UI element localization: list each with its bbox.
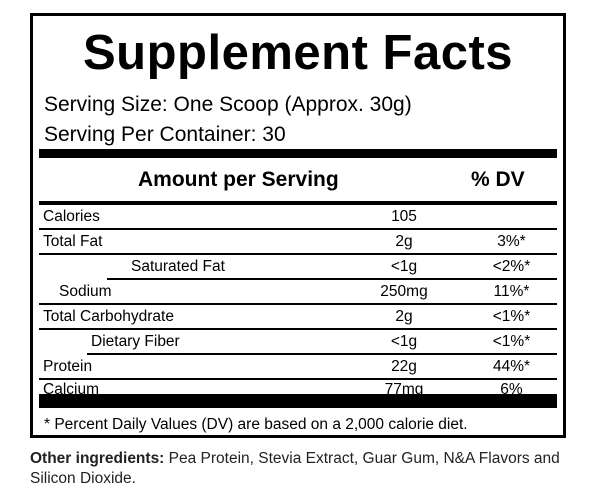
nutrient-amount: 22g <box>391 358 417 375</box>
row-divider <box>39 303 557 305</box>
nutrient-amount: 250mg <box>380 283 428 300</box>
amount-header: Amount per Serving <box>138 168 339 191</box>
nutrient-dv: 3%* <box>497 233 526 250</box>
other-ingredients: Other ingredients: Pea Protein, Stevia E… <box>30 449 570 489</box>
row-divider <box>87 353 557 355</box>
nutrient-amount: 105 <box>391 208 417 225</box>
other-ingredients-text: Pea Protein, Stevia Extract, Guar Gum, N… <box>30 450 560 487</box>
row-divider <box>39 228 557 230</box>
row-saturated-fat: Saturated Fat <1g <2%* <box>107 255 557 280</box>
daily-value-footnote: * Percent Daily Values (DV) are based on… <box>44 416 468 433</box>
row-sodium: Sodium 250mg 11%* <box>39 280 557 305</box>
nutrient-dv: <1%* <box>492 333 531 350</box>
nutrient-name: Dietary Fiber <box>91 333 180 350</box>
dv-header: % DV <box>471 168 525 191</box>
nutrient-name: Calcium <box>43 381 99 398</box>
serving-size: Serving Size: One Scoop (Approx. 30g) <box>44 93 412 116</box>
row-calcium: Calcium 77mg 6% <box>39 378 557 402</box>
nutrient-dv: <1%* <box>492 308 531 325</box>
nutrient-name: Protein <box>43 358 93 375</box>
row-divider <box>39 328 557 330</box>
column-header: Amount per Serving % DV <box>33 161 563 199</box>
header-divider <box>39 201 557 205</box>
nutrient-amount: 2g <box>395 308 413 325</box>
servings-per-container: Serving Per Container: 30 <box>44 123 286 146</box>
nutrient-dv: 44%* <box>492 358 531 375</box>
nutrient-name: Calories <box>43 208 100 225</box>
nutrient-amount: <1g <box>390 258 418 275</box>
bottom-divider-bar <box>39 394 557 408</box>
nutrient-amount: 2g <box>395 233 413 250</box>
row-total-carbohydrate: Total Carbohydrate 2g <1%* <box>39 305 557 330</box>
nutrient-dv: 6% <box>500 381 523 398</box>
top-divider-bar <box>39 149 557 158</box>
supplement-facts-panel: Supplement Facts Serving Size: One Scoop… <box>30 13 566 438</box>
row-divider <box>39 253 557 255</box>
nutrient-dv: 11%* <box>493 283 530 300</box>
nutrient-amount: <1g <box>390 333 418 350</box>
panel-title: Supplement Facts <box>82 26 514 80</box>
nutrient-name: Total Carbohydrate <box>43 308 174 325</box>
row-dietary-fiber: Dietary Fiber <1g <1%* <box>87 330 557 355</box>
nutrient-dv: <2%* <box>492 258 531 275</box>
row-total-fat: Total Fat 2g 3%* <box>39 230 557 255</box>
row-protein: Protein 22g 44%* <box>39 355 557 380</box>
row-divider <box>39 378 557 380</box>
nutrient-name: Saturated Fat <box>131 258 225 275</box>
nutrient-amount: 77mg <box>384 381 424 398</box>
row-divider <box>107 278 557 280</box>
nutrient-name: Sodium <box>59 283 112 300</box>
other-ingredients-label: Other ingredients: <box>30 450 165 467</box>
nutrient-name: Total Fat <box>43 233 103 250</box>
row-calories: Calories 105 <box>39 205 557 230</box>
